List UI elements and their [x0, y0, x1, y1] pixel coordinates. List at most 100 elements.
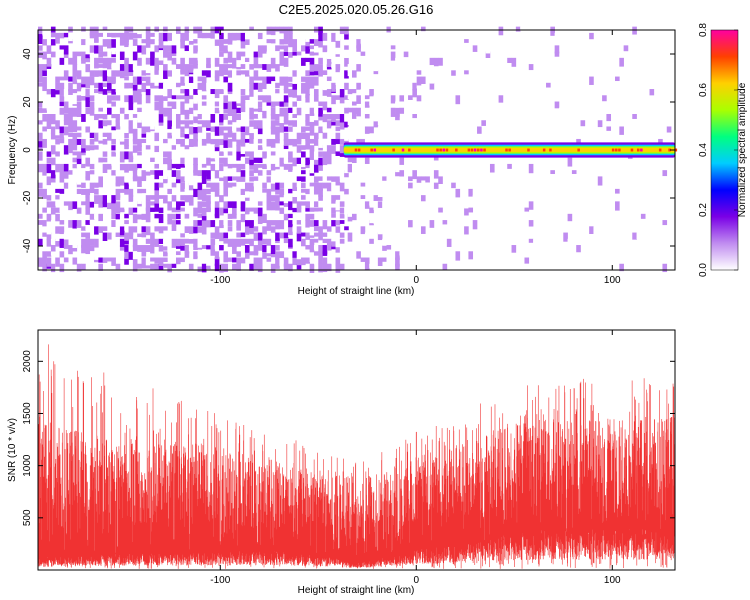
spectrogram-cell [137, 120, 142, 129]
spectrogram-cell [347, 95, 353, 100]
y-tick-label: 500 [22, 509, 33, 526]
spectrogram-cell [206, 182, 211, 188]
spectrogram-cell [283, 195, 289, 204]
spectrogram-cell [351, 114, 357, 119]
spectrogram-cell [344, 170, 349, 178]
spectrogram-cell [38, 132, 43, 142]
spectrogram-cell [137, 226, 142, 234]
spectrogram-cell [55, 213, 60, 222]
spectrogram-cell [59, 70, 65, 77]
spectrogram-cell [236, 151, 241, 161]
spectrogram-cell [193, 232, 198, 238]
spectrogram-cell [408, 220, 413, 228]
spectrogram-cell [335, 176, 341, 186]
spectrogram-cell [38, 220, 43, 225]
spectrogram-cell [318, 39, 323, 48]
spectrogram-cell [81, 26, 86, 32]
spectrogram-cell [331, 26, 336, 32]
spectrogram-cell [145, 195, 151, 202]
spectrogram-cell [150, 57, 155, 66]
spectrogram-cell [171, 95, 177, 100]
spectrogram-cell [85, 188, 91, 198]
spectrogram-cell [270, 213, 276, 219]
spectrogram-cell [188, 107, 194, 115]
spectrogram-cell [412, 89, 417, 98]
spectrogram-cell [98, 201, 103, 208]
spectrogram-cell [288, 120, 293, 126]
spectrogram-cell [373, 213, 379, 223]
spectrogram-cell [76, 232, 82, 240]
spectrogram-cell [283, 57, 289, 67]
spectrogram-cell [85, 245, 91, 255]
spectrogram-cell [163, 263, 168, 268]
spectrogram-cell [528, 89, 534, 96]
spectrogram-cell [335, 226, 341, 233]
spectrogram-cell [154, 64, 160, 74]
spectrogram-cell [322, 151, 328, 161]
spectrogram-cell [283, 232, 289, 239]
spectrogram-cell [223, 114, 229, 120]
spectrogram-cell [180, 195, 185, 201]
spectrogram-cell [270, 138, 276, 148]
spectrogram-cell [102, 39, 108, 47]
spectrogram-cell [318, 64, 323, 74]
spectrogram-cell [158, 195, 164, 199]
spectrogram-cell [305, 188, 310, 195]
spectrogram-cell [335, 201, 341, 211]
spectrogram-cell [408, 182, 413, 189]
spectrogram-cell [364, 263, 370, 271]
spectrogram-cell [240, 176, 246, 182]
spectrogram-cell [59, 263, 65, 273]
spectrogram-cell [360, 257, 366, 262]
spectrogram-cell [115, 95, 121, 101]
spectrogram-cell [180, 126, 185, 133]
spectrogram-cell [63, 238, 69, 248]
spectrogram-cell [214, 201, 220, 208]
spectrogram-cell [124, 176, 129, 182]
spectrogram-cell [408, 39, 413, 47]
spectrogram-cell [377, 201, 383, 208]
spectrogram-cell [296, 226, 302, 234]
spectrogram-cell [89, 95, 95, 102]
spectrogram-cell [567, 157, 573, 167]
spectrogram-cell [249, 126, 254, 134]
spectrogram-cell [206, 238, 211, 246]
spectrogram-cell [257, 257, 263, 265]
spectrogram-cell [201, 220, 207, 229]
spectrogram-cell [301, 176, 306, 182]
spectrogram-cell [46, 57, 52, 67]
spectrogram-cell [76, 151, 82, 159]
spectrogram-cell [128, 163, 134, 171]
spectrogram-cell [292, 138, 298, 147]
spectrogram-cell [305, 114, 310, 122]
signal-peak [524, 148, 527, 152]
spectrogram-cell [420, 226, 426, 234]
spectrogram-cell [111, 257, 116, 266]
y-tick-label: 20 [22, 96, 33, 108]
spectrogram-cell [81, 114, 86, 122]
spectrogram-cell [137, 89, 142, 97]
spectrogram-cell [206, 45, 211, 54]
spectrogram-cell [197, 39, 203, 45]
spectrogram-cell [38, 163, 43, 173]
spectrogram-cell [477, 126, 482, 134]
spectrogram-cell [132, 163, 138, 173]
spectrogram-cell [236, 263, 241, 271]
spectrogram-cell [111, 145, 116, 151]
spectrogram-cell [46, 163, 52, 174]
spectrogram-cell [175, 82, 181, 88]
spectrogram-cell [498, 95, 504, 103]
spectrogram-cell [550, 170, 555, 175]
spectrogram-cell [318, 176, 323, 181]
spectrogram-cell [55, 89, 60, 95]
spectrogram-cell [63, 170, 69, 179]
spectrogram-cell [119, 220, 125, 227]
spectrogram-cell [89, 182, 95, 192]
spectrogram-cell [249, 226, 254, 235]
spectrogram-cell [106, 107, 112, 115]
spectrogram-cell [180, 176, 185, 183]
spectrogram-cell [188, 39, 194, 45]
spectrogram-cell [81, 89, 86, 96]
spectrogram-cell [318, 257, 323, 265]
